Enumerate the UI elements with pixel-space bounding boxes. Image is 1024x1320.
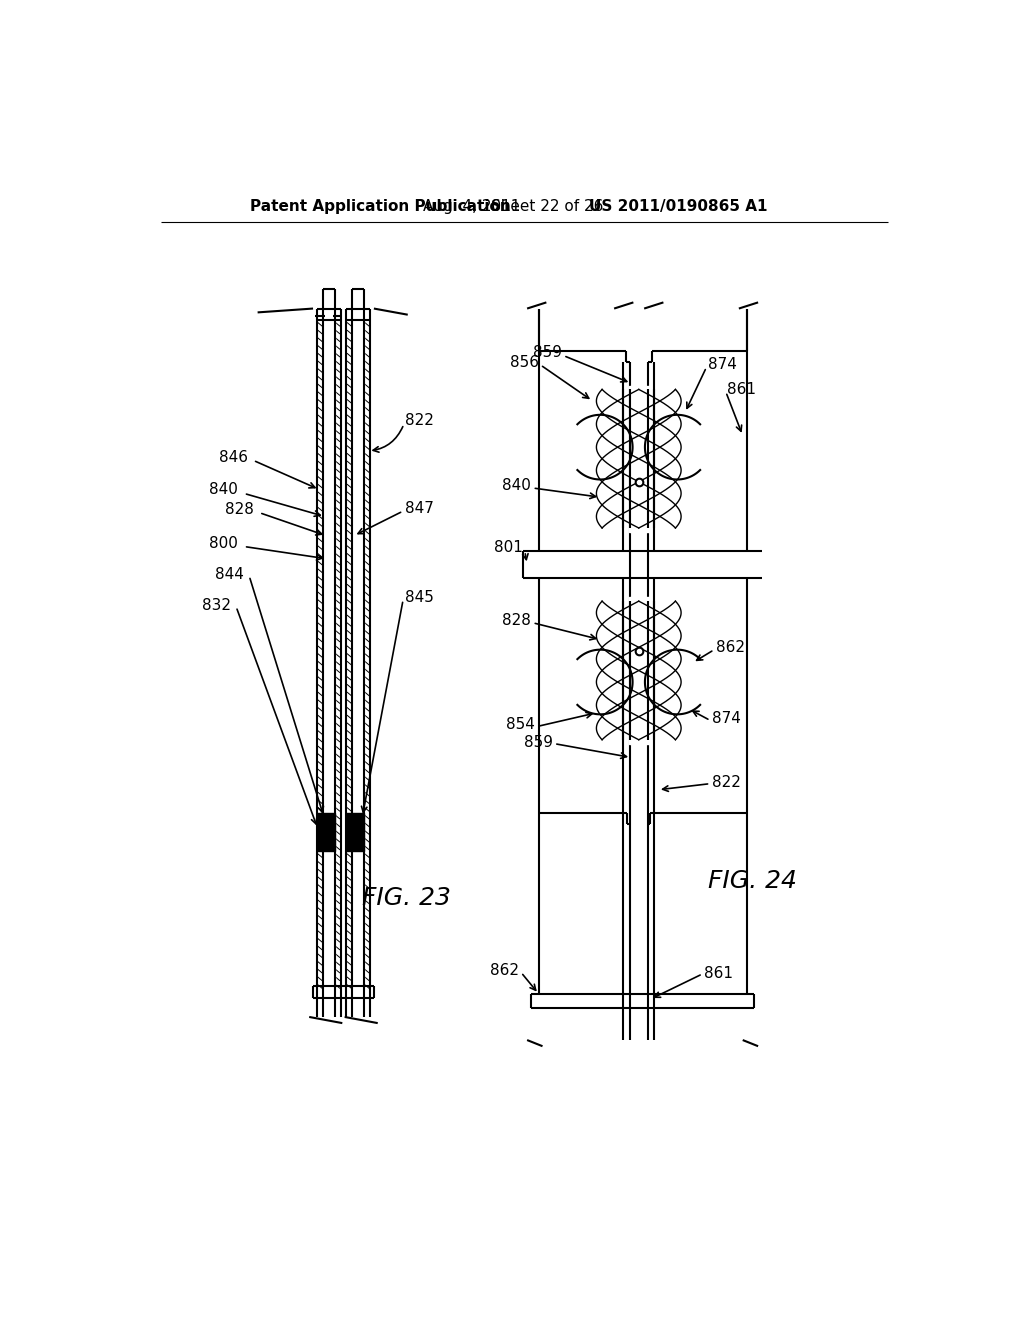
Text: 862: 862 <box>490 964 519 978</box>
Text: 840: 840 <box>502 478 531 494</box>
Text: 856: 856 <box>510 355 539 370</box>
Text: 854: 854 <box>506 717 535 731</box>
Polygon shape <box>352 813 364 851</box>
Text: 828: 828 <box>502 612 531 628</box>
Text: 859: 859 <box>532 345 562 360</box>
Polygon shape <box>629 385 649 532</box>
Text: Sheet 22 of 26: Sheet 22 of 26 <box>490 198 603 214</box>
Text: 859: 859 <box>523 734 553 750</box>
Text: 862: 862 <box>716 640 744 655</box>
Text: 861: 861 <box>705 965 733 981</box>
Polygon shape <box>346 813 352 851</box>
Text: 847: 847 <box>404 502 433 516</box>
Text: FIG. 24: FIG. 24 <box>708 869 797 892</box>
Text: 828: 828 <box>225 502 254 517</box>
Text: 822: 822 <box>404 413 433 428</box>
Text: 800: 800 <box>210 536 239 550</box>
Polygon shape <box>323 321 335 986</box>
Text: 874: 874 <box>708 358 737 372</box>
Text: Patent Application Publication: Patent Application Publication <box>250 198 511 214</box>
Polygon shape <box>352 321 364 986</box>
Text: 846: 846 <box>218 450 248 465</box>
Text: Aug. 4, 2011: Aug. 4, 2011 <box>423 198 520 214</box>
Text: 874: 874 <box>712 711 740 726</box>
Text: 840: 840 <box>210 482 239 498</box>
Text: 832: 832 <box>202 598 230 612</box>
Polygon shape <box>629 598 649 743</box>
Polygon shape <box>316 813 323 851</box>
Text: 801: 801 <box>495 540 523 554</box>
Text: FIG. 23: FIG. 23 <box>361 886 451 909</box>
Polygon shape <box>323 813 335 851</box>
Text: 845: 845 <box>404 590 433 605</box>
Text: 861: 861 <box>727 381 757 397</box>
Text: 844: 844 <box>215 566 244 582</box>
Text: US 2011/0190865 A1: US 2011/0190865 A1 <box>589 198 767 214</box>
Text: 822: 822 <box>712 775 740 789</box>
